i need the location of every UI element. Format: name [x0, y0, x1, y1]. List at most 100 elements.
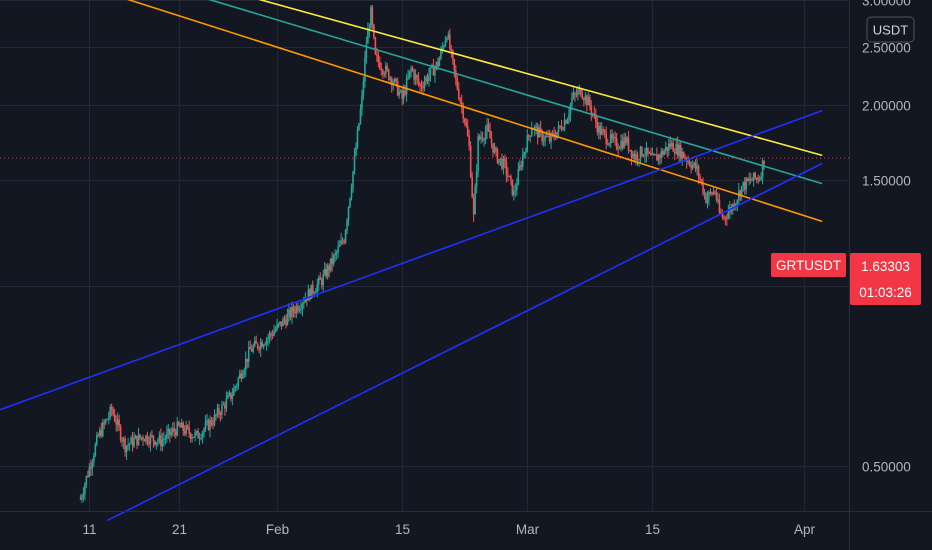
trendline[interactable]: [106, 162, 823, 522]
candle-body: [669, 143, 672, 147]
candle-body: [578, 88, 581, 91]
candle-body: [557, 125, 560, 132]
candle-body: [155, 442, 158, 445]
candle-body: [246, 358, 249, 362]
candle-body: [259, 342, 262, 350]
candle-body: [726, 218, 728, 220]
candle-body: [760, 176, 762, 180]
candle-body: [444, 40, 447, 47]
candle-body: [504, 158, 506, 162]
trendline[interactable]: [116, 0, 823, 223]
candle-body: [583, 98, 585, 101]
candle-body: [90, 466, 92, 469]
candle-body: [587, 97, 590, 106]
trendline[interactable]: [0, 109, 823, 411]
candle-body: [295, 305, 298, 314]
candle-body: [435, 62, 438, 68]
candle-body: [763, 160, 765, 164]
candle-body: [466, 126, 469, 137]
candle-body: [177, 421, 180, 425]
candle-body: [411, 68, 414, 72]
x-tick-label: 15: [645, 522, 660, 537]
x-tick-label: Apr: [794, 522, 816, 537]
candle-body: [641, 146, 643, 156]
candle-body: [303, 302, 305, 304]
candle-body: [745, 178, 748, 190]
candle-body: [349, 198, 351, 207]
candle-body: [456, 78, 459, 89]
candle-body: [104, 419, 107, 424]
candle-body: [690, 165, 692, 169]
candle-body: [219, 414, 222, 416]
candle-body: [514, 189, 517, 191]
candle-body: [441, 47, 444, 50]
candle-body: [475, 171, 478, 187]
candle-body: [139, 434, 141, 438]
y-tick-label: 2.00000: [862, 99, 911, 114]
candle-body: [319, 277, 322, 280]
candle-body: [440, 49, 442, 59]
candle-body: [268, 333, 271, 338]
candle-body: [667, 143, 670, 151]
y-tick-label: 3.00000: [862, 0, 911, 9]
candle-body: [157, 440, 159, 443]
candle-body: [317, 277, 320, 285]
candle-body: [705, 193, 707, 203]
candle-body: [191, 437, 193, 439]
time-axis[interactable]: 11 21 Feb 15 Mar 15 Apr: [82, 522, 815, 537]
candle-body: [721, 213, 724, 217]
candle-body: [599, 126, 602, 135]
candle-body: [714, 191, 716, 193]
candle-body: [519, 165, 521, 170]
candle-body: [402, 90, 405, 99]
candle-body: [130, 437, 132, 444]
trendlines[interactable]: [0, 0, 823, 522]
candle-body: [556, 131, 558, 139]
last-price-text: 1.63303: [861, 259, 910, 274]
candle-body: [277, 323, 280, 325]
candle-body: [115, 421, 117, 425]
candle-body: [343, 241, 345, 243]
candle-body: [306, 298, 308, 301]
candle-body: [346, 220, 348, 231]
candle-body: [749, 178, 752, 181]
currency-label[interactable]: USDT: [866, 16, 915, 43]
candle-body: [542, 140, 545, 142]
candle-body: [623, 137, 625, 148]
candle-body: [748, 178, 751, 181]
candle-body: [474, 186, 476, 215]
candle-body: [432, 64, 435, 76]
candle-body: [390, 78, 393, 86]
candle-body: [507, 174, 509, 177]
trendline[interactable]: [197, 0, 823, 185]
candle-body: [664, 147, 667, 151]
x-tick-label: 21: [172, 522, 187, 537]
candle-body: [624, 137, 627, 144]
candle-body: [539, 127, 542, 132]
candle-body: [328, 265, 330, 271]
candle-body: [170, 432, 173, 435]
candle-body: [203, 428, 205, 433]
candle-body: [723, 216, 725, 218]
candle-body: [189, 433, 192, 439]
candle-body: [645, 147, 648, 156]
candle-body: [566, 120, 569, 124]
candle-body: [569, 104, 572, 115]
candle-body: [468, 136, 470, 146]
candle-body: [380, 68, 383, 71]
candle-body: [322, 274, 325, 286]
candle-body: [678, 145, 680, 156]
candle-body: [81, 497, 83, 500]
candle-body: [487, 124, 490, 131]
trendline[interactable]: [246, 0, 823, 157]
candle-body: [536, 126, 539, 138]
candle-body: [447, 34, 450, 39]
candle-body: [429, 67, 432, 76]
candle-body: [297, 305, 299, 311]
candle-body: [414, 75, 417, 80]
candle-body: [560, 126, 563, 130]
candle-body: [143, 439, 146, 442]
candle-body: [137, 434, 140, 445]
candle-body: [133, 438, 135, 447]
